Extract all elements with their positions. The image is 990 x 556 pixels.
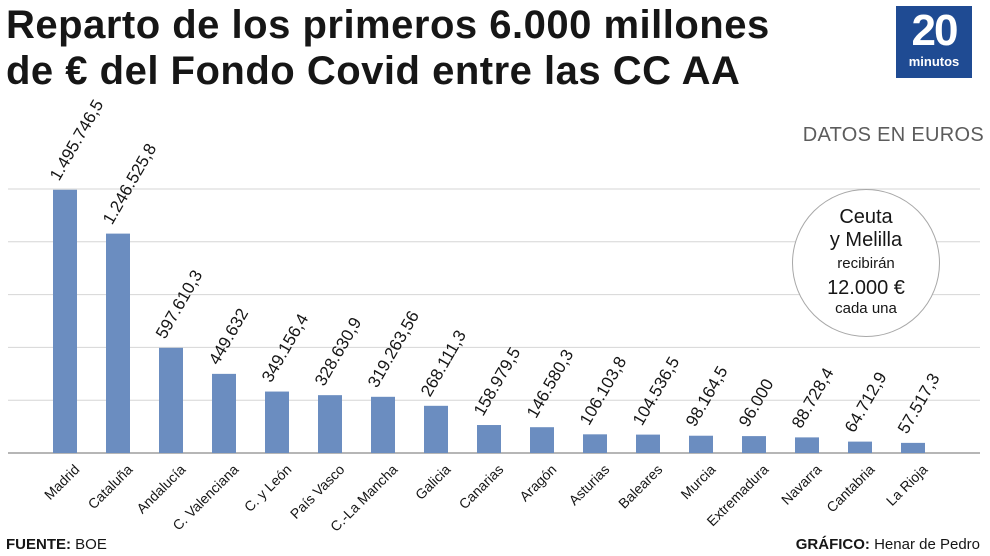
value-label-5: 328.630,9 [311, 314, 365, 389]
value-label-2: 597.610,3 [152, 267, 206, 342]
bar-7 [424, 405, 448, 453]
value-label-11: 104.536,5 [629, 354, 683, 429]
logo-number: 20 [911, 6, 959, 55]
bar-13 [742, 436, 766, 453]
bars [53, 189, 925, 454]
category-label-8: Canarias [456, 461, 507, 512]
category-label-4: C. y León [241, 461, 295, 515]
value-label-1: 1.246.525,8 [99, 140, 160, 227]
ceuta-melilla-note: Ceuta y Melilla recibirán 12.000 € cada … [792, 189, 940, 337]
bar-2 [159, 347, 183, 453]
category-label-0: Madrid [41, 461, 83, 503]
bar-5 [318, 395, 342, 453]
chart-title-line2: de € del Fondo Covid entre las CC AA [6, 49, 741, 93]
source-credit: FUENTE: BOE [6, 536, 107, 553]
value-label-12: 98.164,5 [682, 363, 732, 430]
credit-value: Henar de Pedro [874, 536, 980, 553]
value-label-13: 96.000 [735, 376, 777, 431]
bar-11 [636, 434, 660, 453]
credit-label: GRÁFICO: [795, 536, 870, 553]
note-line2: y Melilla [829, 229, 903, 251]
note-line5: cada una [835, 300, 897, 317]
bar-15 [848, 441, 872, 453]
bar-4 [265, 391, 289, 453]
value-label-3: 449.632 [205, 305, 252, 368]
bar-9 [530, 427, 554, 453]
note-amount: 12.000 € [827, 277, 905, 299]
value-label-14: 88.728,4 [788, 365, 838, 432]
bar-16 [901, 442, 925, 453]
value-label-10: 106.103,8 [576, 353, 630, 428]
category-label-15: Cantabria [823, 461, 877, 515]
value-label-0: 1.495.746,5 [46, 96, 107, 183]
category-label-14: Navarra [778, 461, 825, 508]
bar-8 [477, 425, 501, 453]
category-label-2: Andalucía [133, 461, 188, 516]
bar-1 [106, 233, 130, 453]
category-label-16: La Rioja [883, 461, 931, 509]
value-label-15: 64.712,9 [841, 369, 891, 436]
value-label-9: 146.580,3 [523, 346, 577, 421]
bar-10 [583, 434, 607, 453]
category-label-10: Asturias [565, 461, 612, 508]
logo-word: minutos [908, 54, 960, 69]
bar-14 [795, 437, 819, 453]
value-label-4: 349.156,4 [258, 311, 312, 386]
chart-title: Reparto de los primeros 6.000 millones d… [6, 2, 806, 94]
value-label-16: 57.517,3 [894, 370, 944, 437]
category-label-1: Cataluña [85, 461, 136, 512]
bar-0 [53, 189, 77, 454]
bar-6 [371, 396, 395, 453]
category-label-12: Murcia [677, 461, 718, 502]
bar-3 [212, 373, 236, 453]
category-label-9: Aragón [516, 461, 559, 504]
chart-title-line1: Reparto de los primeros 6.000 millones [6, 3, 770, 47]
note-line1: Ceuta [839, 206, 893, 228]
category-label-7: Galicia [412, 461, 454, 503]
source-value: BOE [75, 536, 107, 553]
value-label-8: 158.979,5 [470, 344, 524, 419]
graphic-credit: GRÁFICO: Henar de Pedro [796, 536, 980, 553]
brand-logo: 20 minutos [896, 6, 972, 78]
note-line3: recibirán [837, 255, 895, 272]
bar-12 [689, 435, 713, 453]
category-label-11: Baleares [615, 461, 665, 511]
units-label: DATOS EN EUROS [802, 124, 984, 146]
value-label-6: 319.263,56 [364, 308, 423, 391]
value-label-7: 268.111,3 [417, 327, 470, 400]
source-label: FUENTE: [6, 536, 71, 553]
